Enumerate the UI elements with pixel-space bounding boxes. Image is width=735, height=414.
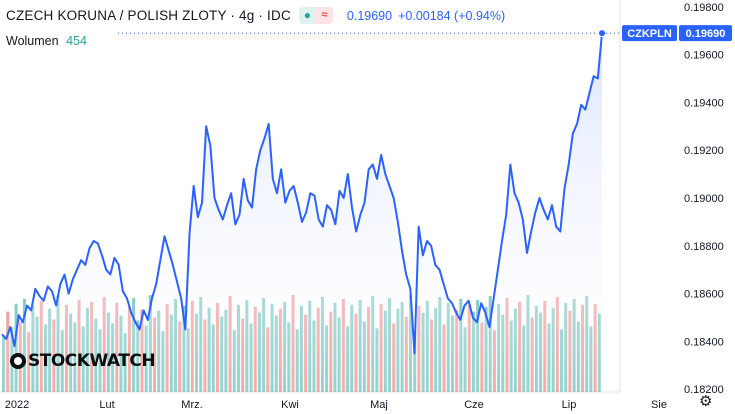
x-tick-label: Kwi bbox=[281, 399, 299, 411]
volume-label[interactable]: Wolumen bbox=[6, 34, 59, 48]
legend-header: CZECH KORUNA / POLISH ZLOTY · 4g · IDC ●… bbox=[6, 7, 505, 24]
logo-text: STOCKWATCH bbox=[28, 351, 156, 371]
volume-value: 454 bbox=[66, 34, 87, 48]
volume-legend: Wolumen 454 bbox=[6, 34, 87, 48]
y-tick-label: 0.19600 bbox=[684, 50, 724, 62]
last-price-dot bbox=[598, 29, 606, 38]
y-tick-label: 0.19800 bbox=[684, 2, 724, 14]
x-tick-label: Lut bbox=[99, 399, 114, 411]
price-axis[interactable]: 0.19800 0.19600 0.19400 0.19200 0.19000 0.188… bbox=[684, 2, 724, 396]
x-tick-label: Lip bbox=[562, 399, 577, 411]
stockwatch-logo: STOCKWATCH bbox=[10, 351, 156, 371]
price-area-fill bbox=[2, 33, 602, 392]
x-tick-label: Maj bbox=[370, 399, 388, 411]
last-price-tag-label: 0.19690 bbox=[686, 28, 726, 40]
y-tick-label: 0.19400 bbox=[684, 97, 724, 109]
price-change: +0.00184 (+0.94%) bbox=[398, 8, 506, 23]
y-tick-label: 0.18800 bbox=[684, 241, 724, 253]
symbol-tag bbox=[622, 25, 677, 42]
price-line[interactable] bbox=[1, 32, 603, 355]
last-price-value: 0.19690 bbox=[346, 8, 393, 23]
y-tick-label: 0.19000 bbox=[684, 193, 724, 205]
x-tick-label: 2022 bbox=[5, 399, 29, 411]
indicator-pill: ● ≈ bbox=[298, 7, 333, 24]
y-tick-label: 0.18600 bbox=[684, 289, 724, 301]
symbol-title[interactable]: CZECH KORUNA / POLISH ZLOTY · 4g · IDC bbox=[6, 8, 291, 23]
dot-icon[interactable]: ● bbox=[298, 7, 316, 24]
time-axis[interactable]: 2022 Lut Mrz. Kwi Maj Cze Lip Sie bbox=[5, 399, 667, 411]
gear-icon[interactable]: ⚙ bbox=[699, 393, 713, 410]
last-price-tag bbox=[679, 25, 732, 42]
x-tick-label: Cze bbox=[464, 399, 484, 411]
y-tick-label: 0.19200 bbox=[684, 145, 724, 157]
y-tick-label: 0.18200 bbox=[684, 384, 724, 396]
y-tick-label: 0.18400 bbox=[684, 336, 724, 348]
symbol-tag-label: CZKPLN bbox=[627, 28, 672, 40]
x-tick-label: Sie bbox=[651, 399, 667, 411]
waves-icon[interactable]: ≈ bbox=[315, 7, 333, 24]
logo-mark-icon bbox=[10, 353, 26, 369]
x-tick-label: Mrz. bbox=[181, 399, 202, 411]
